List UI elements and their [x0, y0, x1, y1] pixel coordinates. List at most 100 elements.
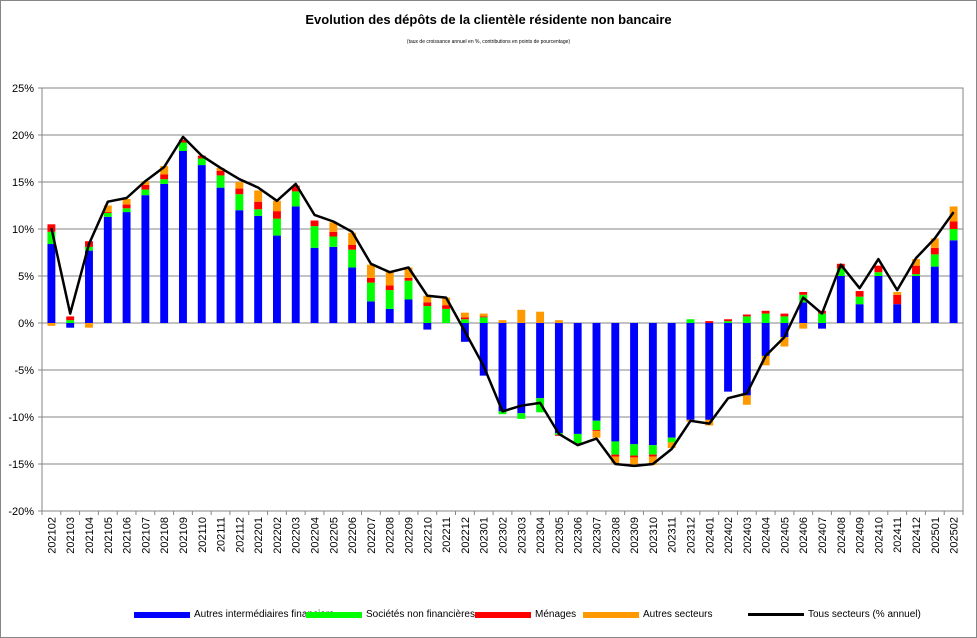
legend-item-autres-intermediaires: Autres intermédiaires financiers	[134, 609, 334, 620]
bar-segment-series-2	[404, 277, 413, 281]
x-tick-label: 202304	[535, 517, 547, 554]
total-line	[50, 135, 955, 468]
bar-segment-series-0	[705, 323, 714, 420]
legend-label: Autres secteurs	[643, 609, 713, 620]
bar-segment-series-1	[254, 209, 263, 216]
bar-segment-series-3	[479, 313, 488, 317]
bar-segment-series-3	[141, 181, 150, 185]
bar-segment-series-1	[291, 191, 300, 207]
bar-segment-series-0	[742, 323, 751, 396]
x-tick-label: 202308	[610, 517, 622, 554]
bar-segment-series-0	[648, 323, 657, 446]
bar-segment-series-1	[348, 249, 357, 268]
bar-segment-series-1	[761, 313, 770, 323]
y-tick-label: -20%	[8, 506, 34, 518]
bar-segment-series-2	[592, 430, 601, 432]
bar-segment-series-0	[893, 304, 902, 323]
bar-segment-series-2	[761, 310, 770, 314]
bar-segment-series-3	[893, 291, 902, 295]
bar-segment-series-1	[442, 308, 451, 323]
x-tick-label: 202209	[404, 517, 416, 554]
x-tick-label: 202210	[422, 517, 434, 554]
x-tick-label: 202103	[65, 517, 77, 554]
y-tick-label: -5%	[14, 365, 34, 377]
bar-segment-series-1	[47, 231, 56, 245]
bar-segment-series-0	[291, 206, 300, 323]
bar-segment-series-1	[273, 218, 281, 236]
bar-segment-series-0	[949, 240, 958, 323]
x-tick-label: 202306	[573, 517, 585, 554]
x-tick-label: 202410	[873, 517, 885, 554]
bar-segment-series-1	[930, 254, 939, 267]
bar-segment-series-3	[85, 323, 93, 328]
bar-segment-series-0	[780, 323, 789, 338]
bar-segment-series-3	[592, 431, 601, 438]
chart-legend: Autres intermédiaires financiers Société…	[0, 609, 977, 627]
legend-item-menages: Ménages	[475, 609, 576, 620]
x-tick-label: 202205	[328, 517, 340, 554]
x-tick-label: 202402	[723, 517, 735, 554]
bar-segment-series-0	[85, 250, 93, 323]
y-tick-label: 5%	[18, 271, 34, 283]
bar-segment-series-0	[761, 323, 770, 356]
x-tick-label: 202109	[178, 517, 190, 554]
bar-segment-series-0	[667, 323, 676, 438]
bar-segment-series-0	[592, 323, 601, 421]
bar-segment-series-0	[536, 323, 545, 399]
bar-segment-series-2	[179, 139, 187, 143]
bar-segment-series-0	[366, 301, 375, 323]
bar-segment-series-3	[103, 205, 112, 213]
y-tick-label: 10%	[12, 224, 34, 236]
bar-segment-series-3	[536, 311, 545, 323]
bar-segment-series-2	[855, 291, 864, 297]
bar-segment-series-0	[818, 323, 826, 329]
bar-segment-series-2	[930, 247, 939, 255]
bar-segment-series-1	[479, 317, 488, 323]
y-tick-label: 0%	[18, 318, 34, 330]
bar-segment-series-2	[705, 321, 714, 323]
legend-item-societes: Sociétés non financières	[306, 609, 475, 620]
bar-segment-series-3	[742, 395, 751, 405]
bar-segment-series-0	[47, 244, 56, 323]
bar-segment-series-2	[273, 211, 281, 219]
y-tick-label: -10%	[8, 412, 34, 424]
bar-segment-series-1	[818, 313, 826, 323]
bar-segment-series-0	[404, 299, 413, 323]
bar-segment-series-2	[216, 170, 225, 176]
bar-segment-series-0	[216, 187, 225, 323]
bar-segment-series-0	[874, 276, 883, 323]
bar-segment-series-1	[648, 445, 657, 455]
bar-segment-series-1	[366, 282, 375, 302]
bar-segment-series-3	[912, 259, 920, 266]
bar-segment-series-1	[667, 437, 676, 443]
legend-swatch-orange	[583, 611, 639, 618]
legend-item-tous-secteurs: Tous secteurs (% annuel)	[748, 609, 921, 620]
bar-segment-series-3	[460, 312, 469, 318]
bar-segment-series-2	[103, 212, 112, 214]
legend-label: Tous secteurs (% annuel)	[808, 609, 921, 620]
bar-segment-series-1	[836, 268, 845, 276]
x-tick-label: 202408	[836, 517, 848, 554]
bar-segment-series-1	[742, 316, 751, 323]
bar-segment-series-1	[498, 411, 507, 415]
bar-segment-series-2	[423, 302, 432, 307]
legend-swatch-line	[748, 613, 804, 616]
legend-swatch-blue	[134, 611, 190, 618]
x-tick-label: 202207	[366, 517, 378, 554]
x-tick-label: 202311	[667, 517, 679, 553]
bar-segment-series-3	[554, 320, 563, 323]
bar-segment-series-2	[47, 224, 56, 232]
x-tick-label: 202211	[441, 517, 453, 553]
bar-segment-series-2	[348, 244, 357, 250]
bar-segment-series-0	[66, 323, 75, 328]
bar-segment-series-2	[724, 319, 732, 322]
legend-item-autres-secteurs: Autres secteurs	[583, 609, 712, 620]
y-tick-label: 25%	[12, 83, 34, 95]
bar-segment-series-0	[498, 323, 507, 412]
bar-segment-series-0	[273, 235, 281, 323]
bar-segment-series-0	[554, 323, 563, 433]
x-tick-label: 202105	[103, 517, 115, 554]
x-tick-label: 202409	[855, 517, 867, 554]
x-tick-label: 202406	[798, 517, 810, 554]
x-tick-label: 202310	[648, 517, 660, 554]
